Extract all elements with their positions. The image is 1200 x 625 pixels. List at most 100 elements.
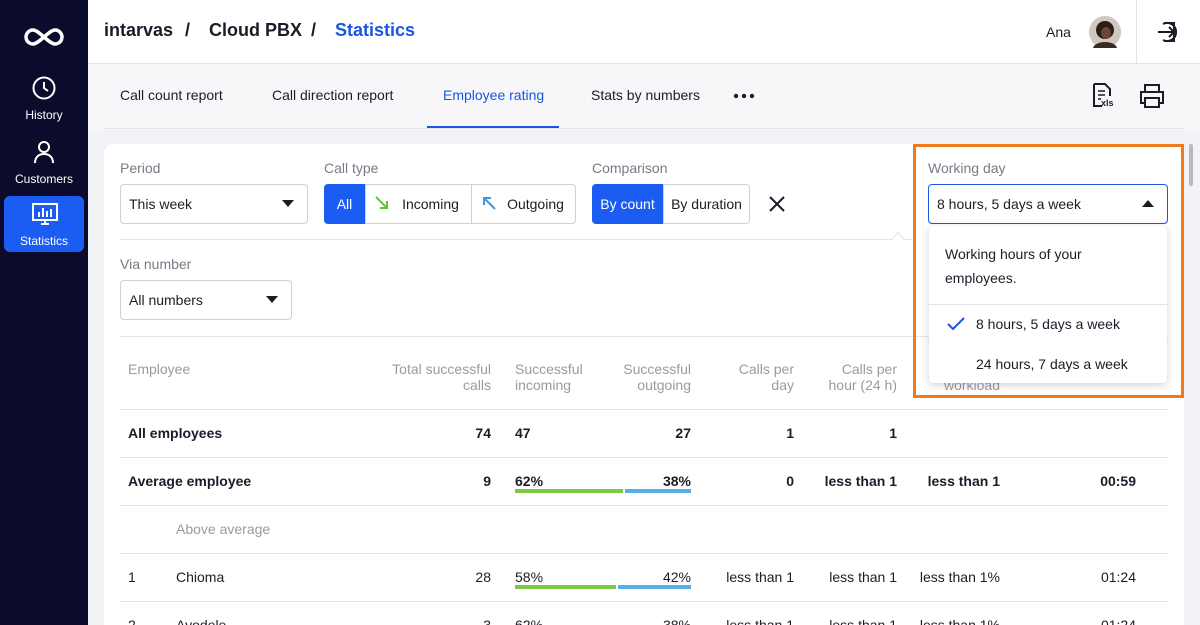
incoming-bar bbox=[515, 585, 617, 589]
tab[interactable]: Stats by numbers bbox=[591, 87, 700, 103]
cell: 00:59 bbox=[1100, 473, 1136, 489]
dropdown-description: Working hours of your employees. bbox=[945, 246, 1082, 286]
section-label: Above average bbox=[176, 521, 271, 537]
segment-label: By duration bbox=[671, 196, 742, 212]
nav-label: Customers bbox=[14, 172, 73, 186]
breadcrumb: Statistics bbox=[335, 20, 416, 40]
caret bbox=[266, 296, 278, 303]
tab[interactable]: Call direction report bbox=[272, 87, 394, 103]
highlight-box bbox=[913, 144, 1184, 398]
cell: less than 1% bbox=[919, 569, 1000, 585]
sidebar: History Customers Statistics bbox=[0, 0, 88, 625]
segment-label: Outgoing bbox=[507, 196, 564, 212]
tab-underline bbox=[427, 126, 559, 128]
period-select[interactable]: This week bbox=[120, 184, 308, 224]
select-value: This week bbox=[129, 196, 193, 212]
column-header: Employee bbox=[128, 361, 191, 377]
export-icon[interactable] bbox=[1090, 82, 1118, 110]
table-top-divider bbox=[120, 336, 1168, 337]
print-icon[interactable] bbox=[1139, 83, 1165, 109]
outgoing-bar bbox=[618, 585, 691, 589]
statistics-icon bbox=[32, 203, 58, 225]
employee-name: Ayodele bbox=[176, 617, 227, 625]
filter-label: Period bbox=[120, 160, 161, 176]
cell: 1 bbox=[786, 425, 794, 441]
incoming-bar bbox=[515, 489, 624, 493]
nav-item[interactable]: Statistics bbox=[4, 196, 84, 252]
report-card bbox=[104, 144, 1184, 625]
segment-button[interactable]: By duration bbox=[663, 184, 750, 224]
history-icon bbox=[32, 76, 56, 100]
nav-label: History bbox=[25, 108, 63, 122]
segment-button[interactable]: All bbox=[324, 184, 365, 224]
cell: 1 bbox=[889, 425, 897, 441]
segment-label: By count bbox=[600, 196, 655, 212]
filter-label: Call type bbox=[324, 160, 379, 176]
select-value: All numbers bbox=[129, 292, 203, 308]
outgoing-icon bbox=[483, 197, 496, 210]
segment-label: All bbox=[336, 196, 353, 212]
divider-notch bbox=[884, 231, 912, 240]
nav-item[interactable]: History bbox=[4, 70, 84, 126]
dropdown-option[interactable]: 24 hours, 7 days a week bbox=[976, 356, 1128, 372]
cell: less than 1 bbox=[726, 569, 794, 585]
incoming-icon bbox=[375, 196, 388, 209]
column-header: Calls per hour (24 h) bbox=[828, 361, 897, 393]
table-header-divider bbox=[120, 409, 1168, 410]
employee-name: All employees bbox=[128, 425, 223, 441]
divider bbox=[1136, 0, 1137, 64]
cell: 42% bbox=[662, 569, 691, 585]
segment-button[interactable]: By count bbox=[592, 184, 663, 224]
rank: 1 bbox=[128, 569, 136, 585]
cell: 58% bbox=[515, 569, 544, 585]
cell: 28 bbox=[475, 569, 491, 585]
export-label: xls bbox=[1101, 98, 1114, 108]
cell: 3 bbox=[483, 617, 491, 625]
cell: 27 bbox=[675, 425, 691, 441]
number-select[interactable]: All numbers bbox=[120, 280, 292, 320]
dropdown-option[interactable]: 8 hours, 5 days a week bbox=[976, 316, 1120, 332]
logo bbox=[24, 28, 64, 46]
clear-icon[interactable] bbox=[769, 196, 785, 212]
cell: 47 bbox=[515, 425, 531, 441]
cell: less than 1 bbox=[829, 569, 897, 585]
row-divider bbox=[120, 505, 1168, 506]
column-header: Calls per day bbox=[738, 361, 794, 393]
tabs-divider bbox=[104, 128, 1184, 129]
breadcrumb-separator: / bbox=[311, 20, 317, 40]
cell: 01:24 bbox=[1100, 569, 1136, 585]
avatar[interactable] bbox=[1089, 16, 1121, 48]
column-header: Successful incoming bbox=[515, 361, 583, 393]
nav-label: Statistics bbox=[19, 234, 68, 248]
column-header: Successful outgoing bbox=[623, 361, 691, 393]
customers-icon bbox=[34, 141, 54, 164]
cell: 9 bbox=[483, 473, 491, 489]
dropdown-divider bbox=[929, 304, 1167, 305]
cell: 62% bbox=[515, 617, 544, 625]
dropdown: Working hours of your employees. 8 hours… bbox=[929, 226, 1167, 383]
more-tabs[interactable] bbox=[733, 92, 755, 100]
outgoing-bar bbox=[625, 489, 691, 493]
breadcrumb[interactable]: intarvas bbox=[104, 20, 174, 40]
tab[interactable]: Call count report bbox=[120, 87, 223, 103]
cell: 74 bbox=[475, 425, 491, 441]
logout-icon[interactable] bbox=[1156, 20, 1182, 44]
employee-name: Average employee bbox=[128, 473, 252, 489]
cell: 38% bbox=[662, 473, 691, 489]
breadcrumb[interactable]: Cloud PBX bbox=[209, 20, 302, 40]
cell: 01:24 bbox=[1100, 617, 1136, 625]
cell: less than 1 bbox=[824, 473, 897, 489]
cell: less than 1 bbox=[927, 473, 1000, 489]
nav-item[interactable]: Customers bbox=[4, 134, 84, 190]
cell: less than 1 bbox=[829, 617, 897, 625]
segment-button[interactable]: Outgoing bbox=[471, 184, 576, 224]
working-day-select[interactable]: 8 hours, 5 days a week bbox=[928, 184, 1168, 224]
segment-button[interactable]: Incoming bbox=[365, 184, 472, 224]
select-value: 8 hours, 5 days a week bbox=[937, 196, 1081, 212]
row-divider bbox=[120, 601, 1168, 602]
segment-label: Incoming bbox=[402, 196, 459, 212]
cell: less than 1 bbox=[726, 617, 794, 625]
filter-divider bbox=[120, 239, 892, 240]
tab[interactable]: Employee rating bbox=[443, 87, 545, 103]
